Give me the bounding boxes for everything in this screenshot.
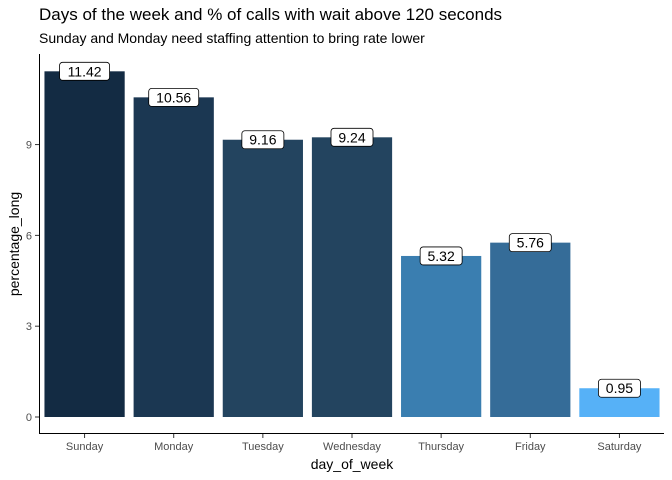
data-label-box bbox=[508, 233, 552, 253]
data-label-monday: 10.56 bbox=[148, 87, 200, 107]
x-axis-title: day_of_week bbox=[311, 456, 395, 472]
bar-friday bbox=[490, 242, 571, 417]
data-label-friday: 5.76 bbox=[508, 233, 552, 253]
data-label-box bbox=[59, 61, 110, 81]
bar-wednesday bbox=[311, 137, 393, 417]
y-tick-label: 6 bbox=[26, 230, 32, 242]
data-label-text: 9.16 bbox=[249, 132, 276, 148]
x-tick-label-friday: Friday bbox=[515, 441, 546, 453]
y-tick-label: 9 bbox=[26, 140, 32, 152]
y-tick-label: 3 bbox=[26, 321, 32, 333]
data-label-text: 5.32 bbox=[428, 248, 455, 264]
x-tick-label-monday: Monday bbox=[154, 441, 194, 453]
bars-group bbox=[44, 71, 660, 418]
data-label-box bbox=[330, 127, 374, 147]
chart-title: Days of the week and % of calls with wai… bbox=[39, 5, 503, 24]
data-label-saturday: 0.95 bbox=[598, 378, 641, 398]
data-label-text: 11.42 bbox=[68, 63, 102, 79]
x-tick-label-saturday: Saturday bbox=[597, 441, 642, 453]
x-axis-ticks: Sunday Monday Tuesday Wednesday Thursday Frid… bbox=[66, 434, 642, 453]
data-label-text: 5.76 bbox=[517, 235, 544, 251]
x-tick-label-wednesday: Wednesday bbox=[323, 441, 381, 453]
data-labels-group: 11.42 10.56 9.16 9.24 5.32 5.76 0.95 bbox=[59, 61, 641, 398]
data-label-tuesday: 9.16 bbox=[241, 130, 285, 150]
x-tick-label-sunday: Sunday bbox=[66, 441, 104, 453]
data-label-text: 0.95 bbox=[606, 380, 633, 396]
data-label-wednesday: 9.24 bbox=[330, 127, 374, 147]
bar-sunday bbox=[44, 71, 125, 417]
data-label-sunday: 11.42 bbox=[59, 61, 110, 81]
bar-monday bbox=[133, 97, 214, 417]
data-label-text: 10.56 bbox=[156, 89, 191, 105]
y-axis-ticks: 0 3 6 9 bbox=[26, 140, 39, 424]
y-tick-label: 0 bbox=[26, 412, 32, 424]
bar-tuesday bbox=[222, 139, 303, 418]
data-label-text: 9.24 bbox=[338, 129, 365, 145]
data-label-box bbox=[598, 378, 641, 398]
data-label-box bbox=[241, 130, 285, 150]
y-axis-title: percentage_long bbox=[6, 192, 22, 296]
bar-thursday bbox=[401, 255, 482, 417]
x-tick-label-thursday: Thursday bbox=[418, 441, 464, 453]
data-label-box bbox=[148, 87, 200, 107]
data-label-thursday: 5.32 bbox=[419, 246, 463, 266]
data-label-box bbox=[419, 246, 463, 266]
chart-subtitle: Sunday and Monday need staffing attentio… bbox=[39, 30, 425, 46]
x-tick-label-tuesday: Tuesday bbox=[242, 441, 284, 453]
